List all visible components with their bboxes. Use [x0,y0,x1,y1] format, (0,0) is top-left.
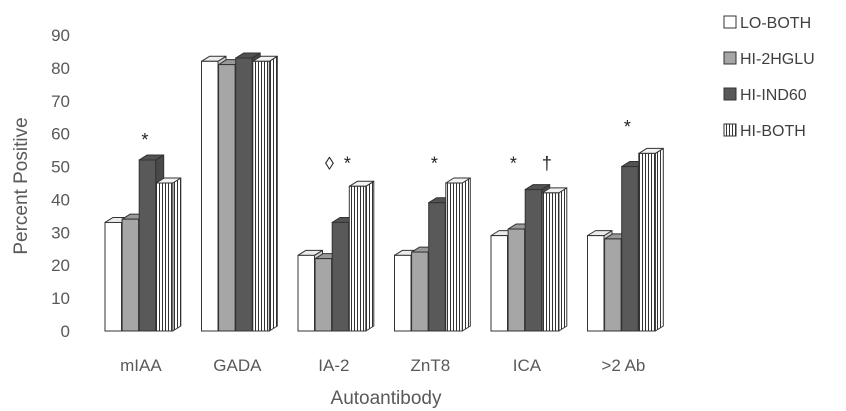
legend-swatch [723,15,737,29]
x-tick-label: >2 Ab [601,356,645,375]
bar [638,147,664,332]
legend-swatch [723,51,737,65]
significance-marker: * [624,117,631,137]
legend-swatch [723,123,737,137]
legend-swatch [723,87,737,101]
y-tick-label: 10 [51,289,70,308]
y-tick-label: 90 [51,26,70,45]
bar [445,177,471,332]
x-tick-label: mIAA [120,356,162,375]
y-tick-label: 50 [51,158,70,177]
significance-marker: * [431,153,438,173]
x-tick-label: GADA [213,356,262,375]
legend: LO-BOTH HI-2HGLU HI-IND60 HI-BOTH [723,15,815,140]
y-tick-label: 70 [51,92,70,111]
legend-item: HI-BOTH [723,123,806,140]
significance-marker: * † [510,153,552,173]
x-axis-title: Autoantibody [331,388,442,409]
x-axis-ticks: mIAA GADA IA-2 ZnT8 ICA >2 Ab [120,356,645,375]
bar [541,187,568,332]
legend-label: HI-IND60 [740,87,807,104]
x-tick-label: ZnT8 [411,356,451,375]
significance-marker: * [141,130,148,150]
x-tick-label: ICA [513,356,542,375]
y-axis-ticks: 0 10 20 30 40 50 60 70 80 90 [51,26,70,341]
legend-item: HI-2HGLU [723,51,815,68]
legend-item: HI-IND60 [723,87,807,104]
y-tick-label: 40 [51,190,70,209]
y-tick-label: 20 [51,256,70,275]
legend-label: LO-BOTH [740,15,811,32]
bar [348,180,375,332]
bar [252,55,278,332]
legend-label: HI-2HGLU [740,51,815,68]
annotations: * ◊ * * * † * [141,117,631,173]
y-tick-label: 0 [61,322,70,341]
y-tick-label: 30 [51,223,70,242]
bar [155,177,182,332]
x-tick-label: IA-2 [318,356,349,375]
y-axis-title: Percent Positive [11,117,32,254]
bars [104,52,664,332]
y-tick-label: 60 [51,125,70,144]
legend-label: HI-BOTH [740,123,806,140]
y-tick-label: 80 [51,59,70,78]
significance-marker: ◊ * [325,153,351,173]
legend-item: LO-BOTH [723,15,811,32]
